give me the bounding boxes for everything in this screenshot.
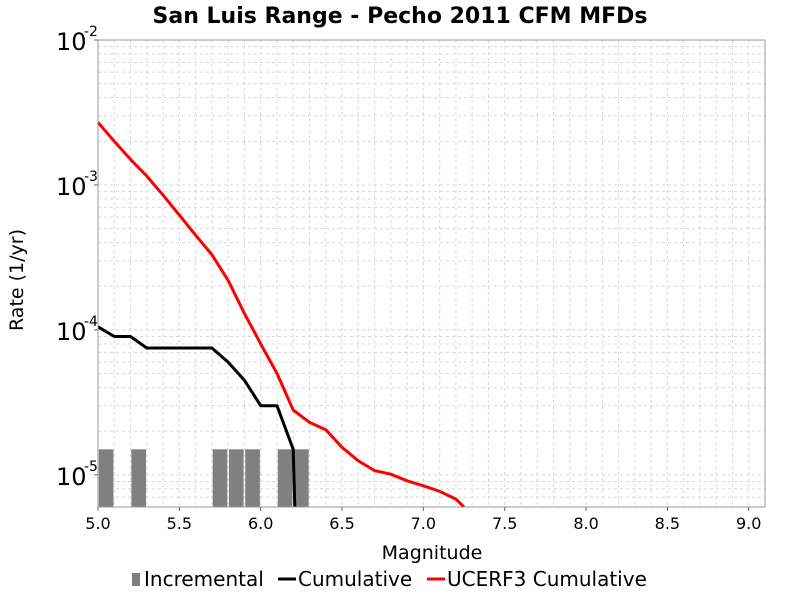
x-tick-label: 5.0 — [85, 514, 110, 533]
x-tick-label: 9.0 — [736, 514, 761, 533]
y-tick-labels: 10-210-310-410-5 — [56, 24, 98, 491]
plot-frame — [97, 39, 766, 508]
y-tick-label: 10 — [56, 173, 87, 201]
plot-border — [97, 39, 766, 508]
y-tick-label: 10 — [56, 463, 87, 491]
cumulative-line — [97, 325, 297, 508]
legend: Incremental Cumulative UCERF3 Cumulative — [132, 567, 647, 591]
x-axis-label: Magnitude — [382, 542, 483, 564]
plot-area — [98, 40, 765, 507]
series-lines — [96, 121, 466, 509]
x-tick-label: 8.5 — [655, 514, 680, 533]
ucerf3-cumulative-line — [96, 121, 466, 509]
chart-title: San Luis Range - Pecho 2011 CFM MFDs — [153, 4, 648, 29]
incremental-bars — [98, 449, 309, 507]
incremental-bar — [294, 449, 309, 507]
y-tick-label: 10 — [56, 28, 87, 56]
x-tick-label: 7.0 — [411, 514, 436, 533]
x-tick-label: 6.5 — [329, 514, 354, 533]
incremental-bar — [212, 449, 228, 507]
x-tick-label: 7.5 — [492, 514, 517, 533]
x-tick-label: 8.0 — [573, 514, 598, 533]
legend-label: Incremental — [144, 567, 264, 591]
y-axis-label: Rate (1/yr) — [6, 229, 28, 331]
x-tick-label: 5.5 — [167, 514, 192, 533]
y-tick-label: 10 — [56, 318, 87, 346]
legend-label: Cumulative — [298, 567, 412, 591]
x-tick-label: 6.0 — [248, 514, 273, 533]
incremental-bar — [228, 449, 244, 507]
y-tick-exponent: -2 — [84, 24, 98, 40]
x-tick-labels: 5.0 5.5 6.0 6.5 7.0 7.5 8.0 8.5 9.0 — [85, 507, 761, 533]
y-tick-exponent: -3 — [84, 169, 98, 185]
plot-background — [98, 40, 765, 507]
incremental-bar — [131, 449, 146, 507]
incremental-bar — [245, 449, 260, 507]
y-tick-exponent: -5 — [84, 459, 98, 475]
y-tick-exponent: -4 — [84, 314, 98, 330]
legend-label: UCERF3 Cumulative — [447, 567, 647, 591]
incremental-bar — [277, 449, 293, 507]
legend-swatch — [132, 573, 140, 586]
incremental-bar — [98, 449, 114, 507]
